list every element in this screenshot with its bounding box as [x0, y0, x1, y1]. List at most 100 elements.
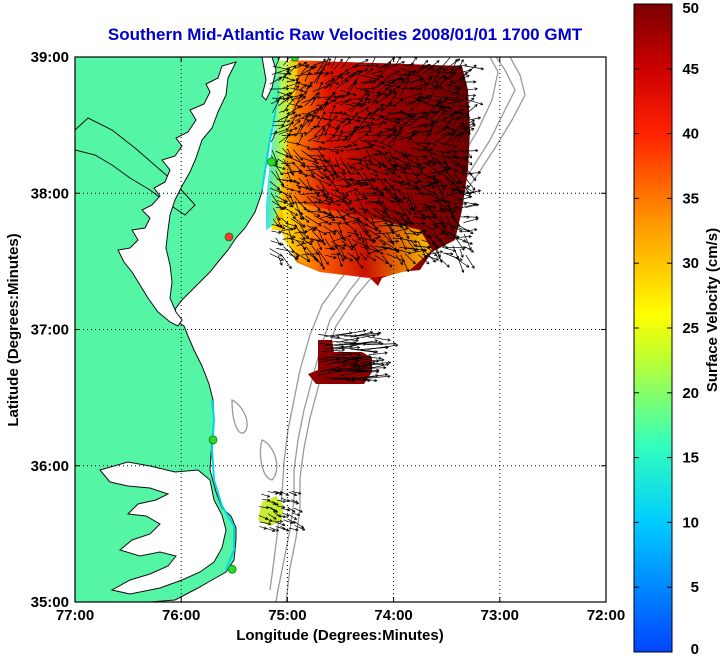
- y-tick-label: 35:00: [31, 594, 69, 611]
- velocity-arrow: [286, 63, 302, 69]
- velocity-arrow: [330, 240, 346, 250]
- velocity-arrow: [369, 172, 379, 177]
- velocity-arrow: [430, 80, 439, 97]
- colorbar-tick-label: 50: [682, 0, 699, 17]
- velocity-arrow: [327, 91, 336, 99]
- velocity-arrow: [459, 148, 479, 153]
- velocity-arrow: [354, 192, 360, 202]
- velocity-arrow: [359, 253, 368, 261]
- velocity-arrow: [328, 170, 347, 175]
- velocity-arrow: [463, 80, 477, 84]
- velocity-arrow: [446, 165, 458, 172]
- velocity-arrow: [404, 253, 416, 265]
- velocity-arrow: [401, 113, 415, 119]
- velocity-arrow: [322, 210, 332, 216]
- velocity-arrow: [457, 116, 471, 120]
- velocity-arrow: [324, 200, 341, 207]
- velocity-arrow: [288, 131, 307, 136]
- velocity-arrow: [296, 239, 314, 247]
- velocity-arrow: [325, 193, 334, 203]
- velocity-arrow: [363, 125, 373, 130]
- velocity-arrow: [281, 69, 290, 82]
- velocity-arrow: [318, 358, 340, 362]
- velocity-arrow: [316, 239, 323, 251]
- velocity-arrow: [374, 207, 386, 214]
- velocity-arrow: [350, 330, 374, 338]
- velocity-arrow: [377, 171, 389, 176]
- velocity-arrow: [389, 186, 402, 192]
- velocity-arrow: [363, 80, 377, 85]
- velocity-arrow: [310, 147, 327, 151]
- velocity-arrow: [335, 98, 352, 104]
- velocity-arrow: [275, 237, 282, 246]
- velocity-arrow: [362, 374, 391, 379]
- velocity-arrow: [336, 336, 360, 343]
- colorbar-tick-label: 25: [682, 320, 699, 337]
- velocity-arrow: [357, 377, 378, 383]
- velocity-arrow: [323, 83, 332, 90]
- velocity-arrow: [281, 111, 296, 120]
- velocity-arrow: [302, 157, 319, 165]
- velocity-arrow: [362, 366, 387, 370]
- velocity-arrow: [427, 179, 435, 189]
- velocity-arrow: [323, 57, 330, 69]
- velocity-arrow: [318, 180, 330, 196]
- velocity-arrow: [410, 194, 418, 210]
- velocity-arrow: [299, 224, 306, 235]
- velocity-arrow: [465, 131, 471, 143]
- velocity-arrow: [277, 91, 290, 97]
- velocity-arrow: [457, 74, 470, 82]
- velocity-arrow: [451, 122, 464, 134]
- velocity-arrow: [376, 151, 389, 156]
- velocity-arrow: [275, 164, 283, 176]
- velocity-arrow: [442, 252, 454, 256]
- velocity-arrow: [427, 141, 437, 146]
- velocity-arrow: [363, 223, 382, 233]
- velocity-arrow: [365, 186, 379, 191]
- velocity-arrow: [281, 255, 292, 270]
- velocity-arrow: [389, 70, 400, 76]
- velocity-arrow: [370, 245, 384, 255]
- velocity-region-nearshore: [266, 60, 298, 230]
- velocity-arrow: [450, 210, 455, 220]
- velocity-arrow: [406, 107, 414, 119]
- velocity-arrow: [398, 210, 408, 226]
- x-tick-label: 74:00: [374, 607, 412, 624]
- velocity-arrow: [306, 224, 316, 232]
- velocity-arrow: [404, 72, 422, 78]
- velocity-arrow: [282, 512, 290, 517]
- pamlico-sound: [99, 461, 227, 595]
- velocity-arrow: [354, 120, 375, 125]
- velocity-arrow: [346, 222, 357, 233]
- velocity-arrow: [294, 224, 306, 240]
- velocity-arrow: [359, 107, 369, 113]
- velocity-arrow: [398, 233, 407, 251]
- velocity-arrow: [338, 351, 361, 356]
- velocity-arrow: [392, 165, 412, 171]
- velocity-arrow: [375, 107, 385, 113]
- velocity-arrow: [307, 154, 325, 158]
- velocity-arrow: [418, 115, 429, 120]
- velocity-arrow: [423, 225, 435, 231]
- chesapeake-bay: [117, 61, 237, 327]
- velocity-arrow: [452, 105, 471, 109]
- velocity-arrow: [323, 164, 336, 180]
- velocity-arrow: [341, 240, 354, 251]
- velocity-arrow: [381, 83, 401, 89]
- velocity-arrow: [339, 247, 347, 260]
- velocity-arrow: [363, 92, 370, 105]
- velocity-arrow: [273, 490, 283, 495]
- velocity-arrow: [411, 222, 426, 226]
- velocity-arrow: [287, 85, 300, 99]
- velocity-arrow: [447, 149, 458, 154]
- velocity-arrow: [440, 180, 445, 191]
- velocity-arrow: [277, 255, 283, 266]
- velocity-arrow: [314, 177, 332, 186]
- velocity-arrow: [278, 230, 296, 239]
- velocity-arrow: [281, 507, 291, 512]
- velocity-arrow: [453, 234, 472, 239]
- station-marker: [208, 435, 218, 445]
- velocity-arrow: [430, 98, 442, 112]
- velocity-arrow: [306, 81, 313, 90]
